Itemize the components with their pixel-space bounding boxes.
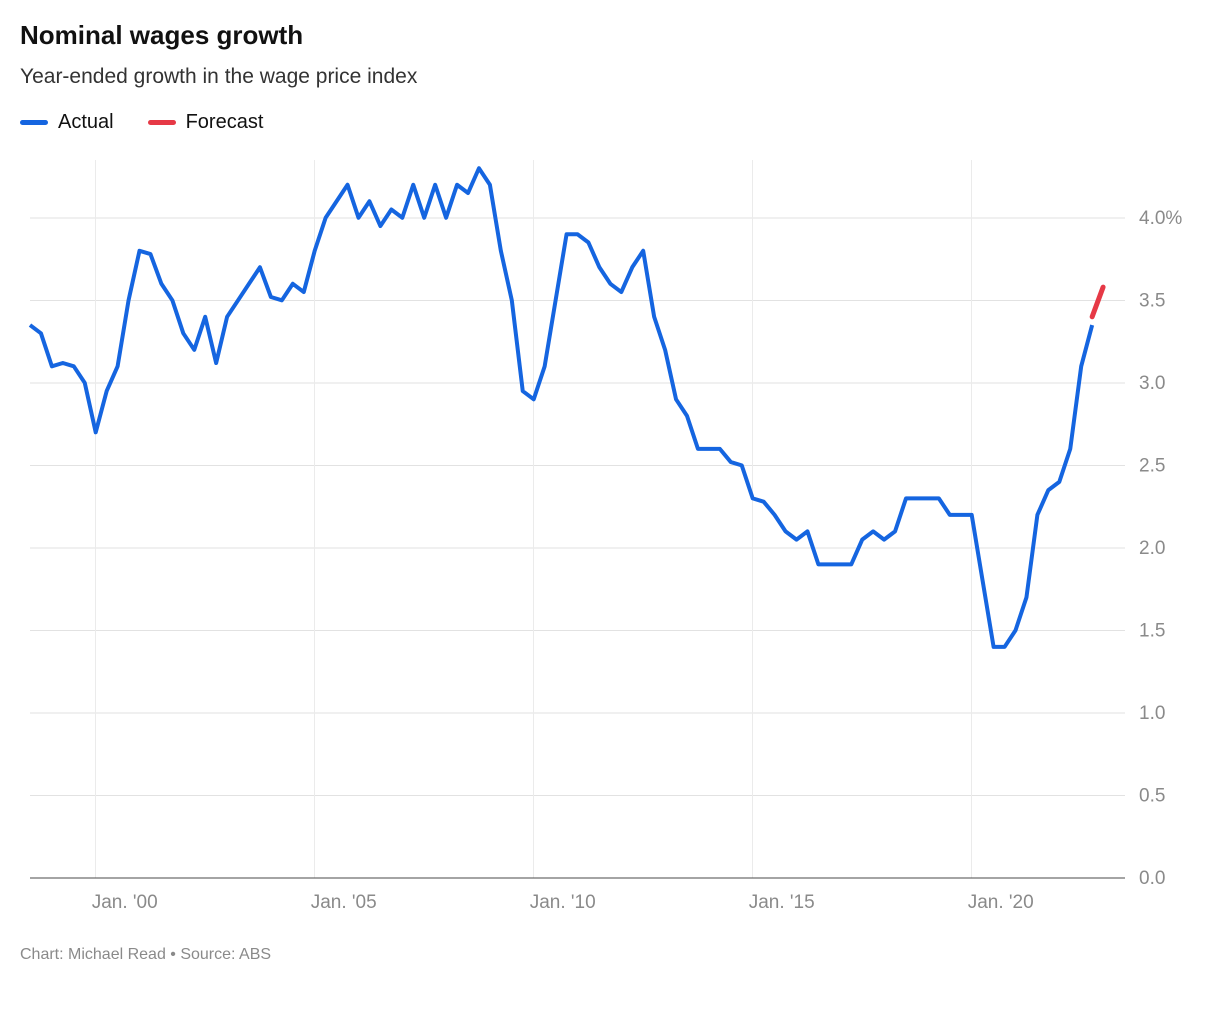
svg-text:Jan. '15: Jan. '15 [749, 892, 815, 913]
legend-label-actual: Actual [58, 111, 114, 134]
legend-item-forecast: Forecast [148, 111, 264, 134]
svg-text:0.5: 0.5 [1139, 785, 1165, 806]
chart-plot-area: 0.0 0.5 1.0 1.5 2.0 2.5 3.0 3.5 4.0% Jan. '00 Jan.… [20, 152, 1200, 922]
svg-text:Jan. '20: Jan. '20 [968, 892, 1034, 913]
svg-text:3.5: 3.5 [1139, 290, 1165, 311]
chart-footer: Chart: Michael Read • Source: ABS [20, 946, 1200, 964]
svg-text:1.0: 1.0 [1139, 703, 1165, 724]
svg-text:2.0: 2.0 [1139, 538, 1165, 559]
svg-text:3.0: 3.0 [1139, 373, 1165, 394]
svg-text:Jan. '00: Jan. '00 [92, 892, 158, 913]
svg-text:0.0: 0.0 [1139, 868, 1165, 889]
legend-swatch-actual [20, 120, 48, 125]
legend: Actual Forecast [20, 111, 1200, 134]
svg-text:Jan. '10: Jan. '10 [530, 892, 596, 913]
legend-item-actual: Actual [20, 111, 114, 134]
svg-text:Jan. '05: Jan. '05 [311, 892, 377, 913]
svg-text:4.0%: 4.0% [1139, 208, 1182, 229]
svg-text:1.5: 1.5 [1139, 620, 1165, 641]
chart-title: Nominal wages growth [20, 20, 1200, 51]
legend-swatch-forecast [148, 120, 176, 125]
chart-subtitle: Year-ended growth in the wage price inde… [20, 65, 1200, 89]
chart-svg: 0.0 0.5 1.0 1.5 2.0 2.5 3.0 3.5 4.0% Jan. '00 Jan.… [20, 152, 1200, 922]
svg-text:2.5: 2.5 [1139, 455, 1165, 476]
legend-label-forecast: Forecast [186, 111, 264, 134]
